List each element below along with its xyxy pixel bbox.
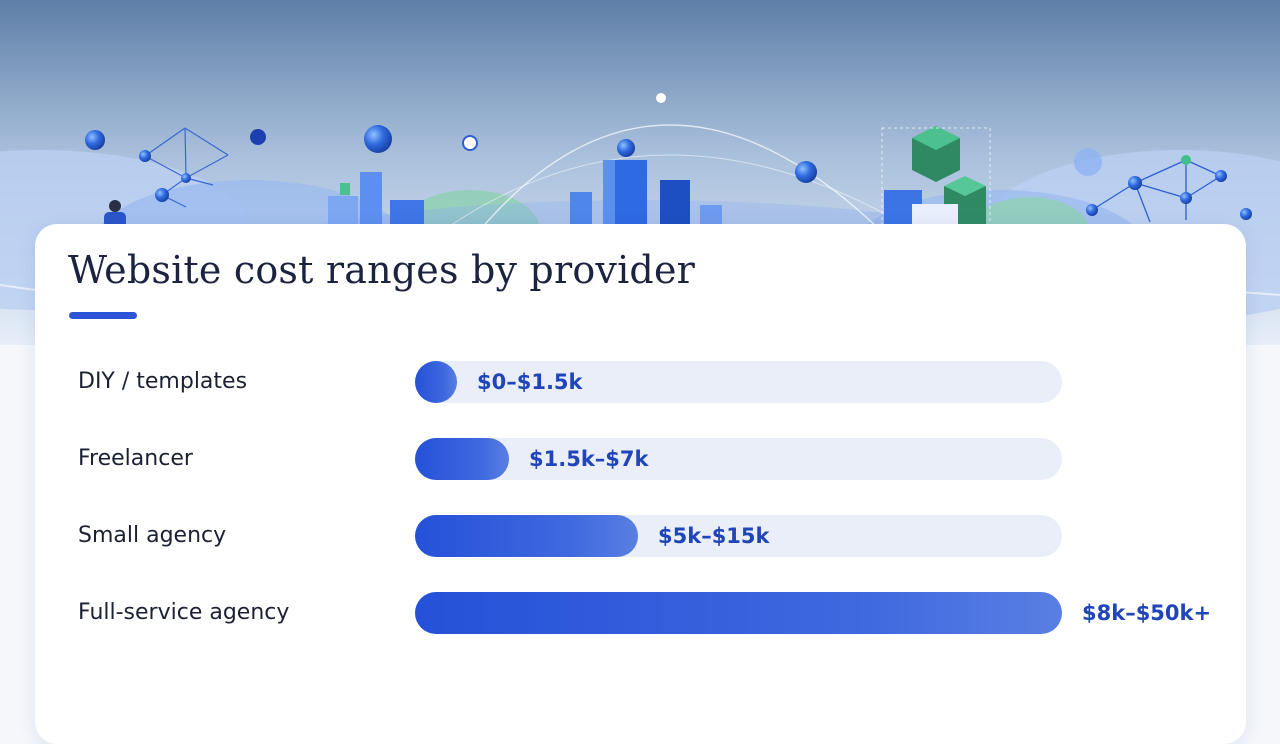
bar-track [415, 361, 1062, 403]
building-bar-icon [570, 160, 722, 230]
category-label: Full-service agency [78, 600, 290, 625]
bar-fill [415, 361, 457, 403]
bar-fill [415, 438, 509, 480]
chart-title: Website cost ranges by provider [68, 248, 696, 292]
bar-fill [415, 515, 638, 557]
category-label: Freelancer [78, 446, 193, 471]
chart-card: Website cost ranges by provider DIY / te… [35, 224, 1246, 744]
value-label: $5k–$15k [658, 524, 770, 548]
sphere-icon [364, 125, 392, 153]
value-label: $8k–$50k+ [1082, 601, 1212, 625]
bar-track [415, 438, 1062, 480]
bar-track [415, 515, 1062, 557]
title-accent-bar [69, 312, 137, 319]
bar-track [415, 592, 1062, 634]
value-label: $0–$1.5k [477, 370, 583, 394]
category-label: Small agency [78, 523, 227, 548]
category-label: DIY / templates [78, 369, 248, 394]
value-label: $1.5k–$7k [529, 447, 649, 471]
bar-fill [415, 592, 1062, 634]
